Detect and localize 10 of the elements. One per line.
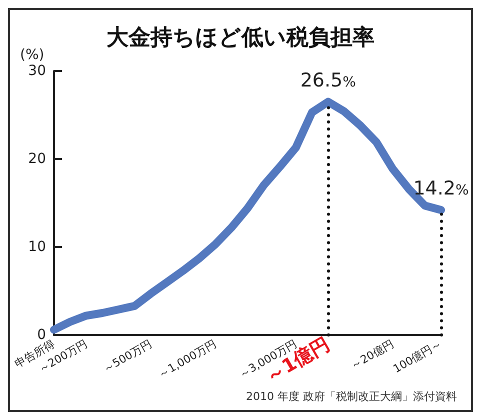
chart-title: 大金持ちほど低い税負担率 (106, 24, 374, 50)
y-tick-label: 10 (28, 239, 46, 255)
y-tick-label: 0 (37, 327, 46, 343)
text: 2010 年度 政府「税制改正大綱」添付資料 (246, 390, 458, 403)
y-axis-title: (%) (20, 47, 44, 63)
y-tick-label: 30 (28, 63, 46, 79)
y-tick-label: 20 (28, 151, 46, 167)
x-tick-label: ～500万円 (100, 337, 154, 376)
data-label: 14.2% (413, 178, 469, 200)
data-label: 26.5% (300, 69, 356, 92)
